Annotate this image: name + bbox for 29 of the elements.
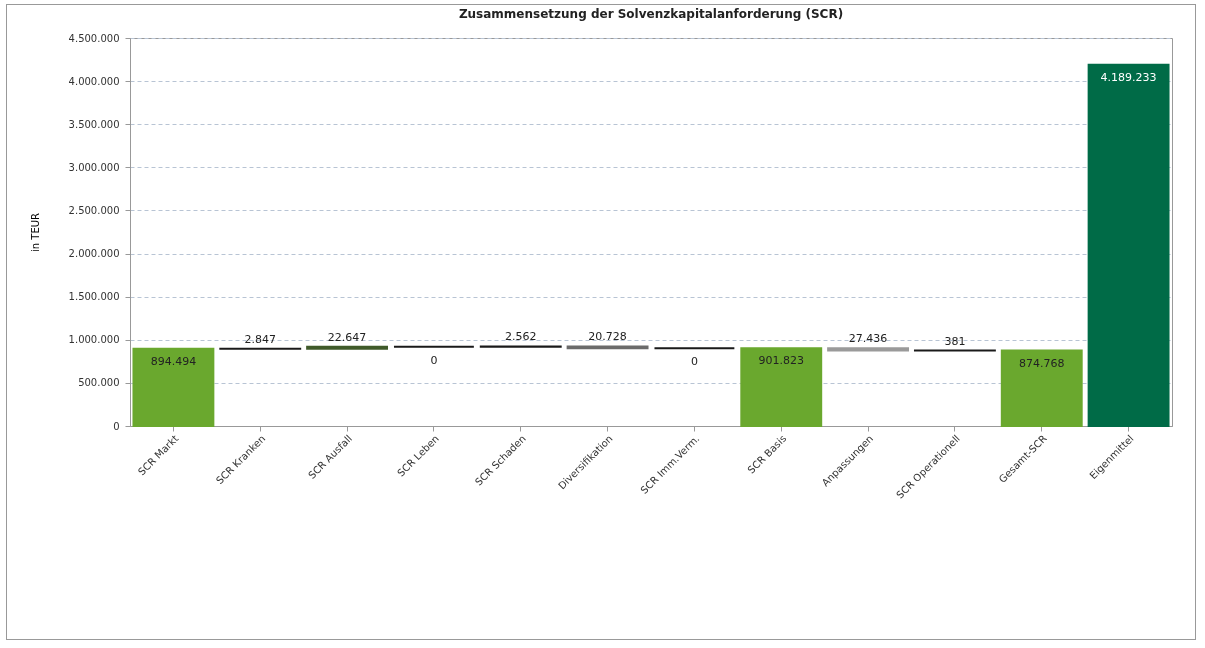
bar <box>827 347 910 352</box>
y-tick-label: 2.500.000 <box>68 204 120 216</box>
y-tick-label: 2.000.000 <box>68 248 120 260</box>
data-label: 381 <box>944 334 966 348</box>
bar <box>1087 63 1170 427</box>
bar <box>740 347 823 427</box>
data-label: 2.562 <box>505 330 537 344</box>
data-label: 27.436 <box>848 332 888 346</box>
data-label: 22.647 <box>327 330 367 344</box>
chart-title: Zusammensetzung der Solvenzkapitalanforderung (SCR) <box>458 7 844 21</box>
y-tick-label: 3.500.000 <box>68 118 120 130</box>
y-tick-label: 3.000.000 <box>68 161 120 173</box>
y-tick-label: 4.000.000 <box>68 75 120 87</box>
bar <box>132 347 215 427</box>
y-tick-label: 1.000.000 <box>68 334 120 346</box>
y-tick-label: 4.500.000 <box>68 32 120 44</box>
data-label: 0 <box>690 355 698 369</box>
y-tick-label: 0 <box>113 420 120 432</box>
data-label: 894.494 <box>150 354 197 368</box>
data-label: 874.768 <box>1019 356 1065 370</box>
data-label: 2.847 <box>244 332 276 346</box>
data-label: 20.728 <box>588 330 627 344</box>
y-tick-label: 500.000 <box>78 377 120 389</box>
y-axis-title: in TEUR <box>29 212 41 252</box>
data-label: 901.823 <box>758 354 804 368</box>
data-label: 4.189.233 <box>1100 70 1157 84</box>
bar <box>1000 349 1083 427</box>
data-label: 0 <box>430 353 438 367</box>
y-tick-label: 1.500.000 <box>68 291 120 303</box>
